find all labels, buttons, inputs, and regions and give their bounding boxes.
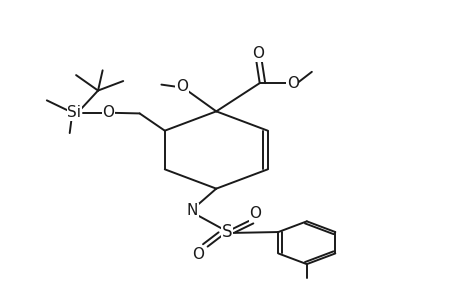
- Text: O: O: [102, 105, 114, 120]
- Text: O: O: [176, 80, 188, 94]
- Text: O: O: [249, 206, 261, 221]
- Text: Si: Si: [67, 105, 81, 120]
- Text: O: O: [286, 76, 298, 91]
- Text: N: N: [186, 203, 198, 218]
- Text: S: S: [221, 223, 231, 241]
- Text: O: O: [252, 46, 263, 62]
- Text: O: O: [192, 248, 204, 262]
